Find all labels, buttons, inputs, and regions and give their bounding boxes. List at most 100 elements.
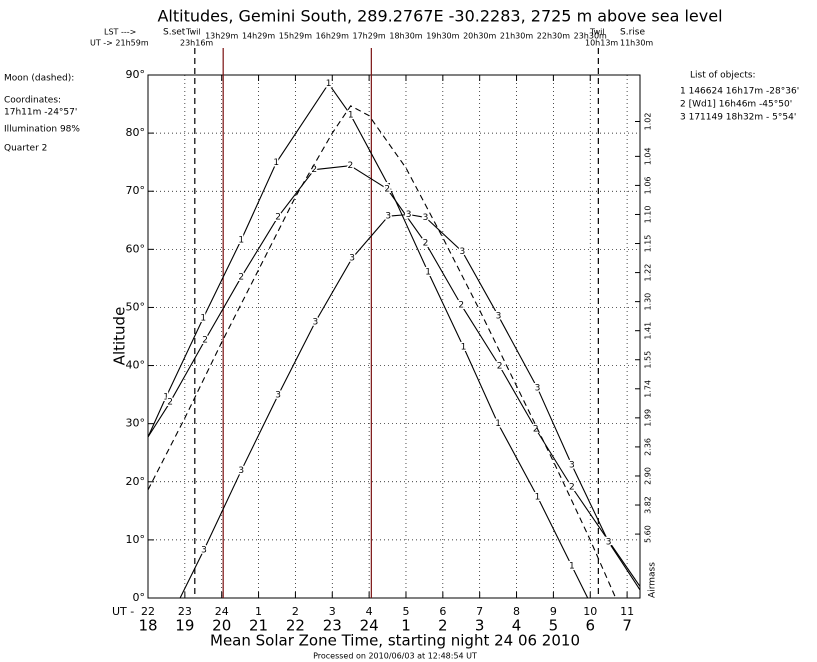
- object-row: 2 [Wd1] 16h46m -45°50': [680, 100, 792, 110]
- y2-tick-label: 1.74: [644, 380, 653, 398]
- y2-tick-label: 2.36: [644, 438, 653, 456]
- x2-tick-label: 3: [475, 617, 485, 635]
- lst-tick-label: 15h29m: [279, 32, 312, 41]
- altitude-curve: [147, 82, 589, 599]
- x-tick-label: 8: [513, 605, 520, 618]
- curve-label: 3: [275, 391, 281, 401]
- curve-label: 3: [238, 466, 244, 476]
- curve-label: 1: [348, 111, 354, 121]
- curve-label: 2: [275, 212, 281, 222]
- x2-tick-label: 19: [175, 617, 194, 635]
- curve-label: 3: [406, 210, 412, 220]
- ut-row-label: UT -: [112, 605, 134, 618]
- curve-label: 3: [201, 545, 207, 555]
- altitude-curve: [147, 165, 641, 587]
- lst-tick-label: 14h29m: [242, 32, 275, 41]
- curve-label: 3: [535, 384, 541, 394]
- x-tick-label: 7: [476, 605, 483, 618]
- curve-label: 1: [273, 158, 279, 168]
- y-tick-label: 40°: [126, 359, 146, 372]
- y-tick-label: 20°: [126, 475, 146, 488]
- curve-label: 1: [200, 313, 206, 323]
- x2-tick-label: 24: [360, 617, 379, 635]
- curve-label: 3: [423, 213, 429, 223]
- lst-label: LST --->: [104, 28, 136, 37]
- x2-tick-label: 7: [622, 617, 632, 635]
- curve-label: 3: [496, 312, 502, 322]
- y2-tick-label: 2.90: [644, 467, 653, 485]
- y-tick-label: 10°: [126, 533, 146, 546]
- x-tick-label: 4: [366, 605, 373, 618]
- x-tick-label: 22: [141, 605, 155, 618]
- curve-label: 2: [384, 184, 390, 194]
- y2-tick-label: 1.10: [644, 206, 653, 224]
- x2-tick-label: 5: [549, 617, 559, 635]
- y-tick-label: 30°: [126, 417, 146, 430]
- curve-label: 2: [238, 273, 244, 283]
- altitude-curve: [179, 213, 641, 599]
- curve-label: 3: [312, 317, 318, 327]
- lst-tick-label: 20h30m: [463, 32, 496, 41]
- curve-label: 2: [311, 165, 317, 175]
- x-tick-label: 6: [439, 605, 446, 618]
- x-tick-label: 2: [292, 605, 299, 618]
- lst-tick-label: 22h30m: [537, 32, 570, 41]
- curve-label: 1: [461, 342, 467, 352]
- x-tick-label: 24: [215, 605, 229, 618]
- moon-coordinates-label: Coordinates:: [4, 96, 61, 106]
- x-tick-label: 11: [620, 605, 634, 618]
- object-row: 1 146624 16h17m -28°36': [680, 87, 799, 97]
- x2-tick-label: 23: [323, 617, 342, 635]
- x-tick-label: 1: [255, 605, 262, 618]
- curve-label: 3: [349, 254, 355, 264]
- x2-tick-label: 22: [286, 617, 305, 635]
- chart-title: Altitudes, Gemini South, 289.2767E -30.2…: [157, 7, 722, 26]
- curve-label: 1: [238, 236, 244, 246]
- curve-label: 2: [423, 238, 429, 248]
- curve-label: 2: [202, 335, 208, 345]
- moon-heading: Moon (dashed):: [4, 74, 74, 84]
- y2-tick-label: 1.30: [644, 293, 653, 311]
- y2-tick-label: 3.82: [644, 496, 653, 514]
- twilight-morning-time: 10h13m: [585, 39, 618, 48]
- y2-tick-label: 1.22: [644, 264, 653, 282]
- x-axis-label: Mean Solar Zone Time, starting night 24 …: [210, 632, 580, 650]
- y-tick-label: 70°: [126, 184, 146, 197]
- y2-tick-label: 1.55: [644, 351, 653, 369]
- curve-label: 2: [533, 424, 539, 434]
- x2-tick-label: 4: [512, 617, 522, 635]
- footer: Processed on 2010/06/03 at 12:48:54 UT: [313, 652, 477, 661]
- y2-tick-label: 1.02: [644, 113, 653, 131]
- curve-label: 1: [495, 419, 501, 429]
- lst-tick-label: 17h29m: [353, 32, 386, 41]
- lst-tick-label: 23h30m: [574, 32, 607, 41]
- lst-tick-label: 16h29m: [316, 32, 349, 41]
- curve-label: 2: [167, 398, 173, 408]
- moon-coordinates: 17h11m -24°57': [4, 108, 77, 118]
- lst-tick-label: 19h30m: [426, 32, 459, 41]
- objects-heading: List of objects:: [690, 71, 756, 81]
- y2-tick-label: 1.41: [644, 322, 653, 340]
- curve-label: 1: [387, 183, 393, 193]
- y-tick-label: 80°: [126, 126, 146, 139]
- twilight-evening-time: 23h16m: [180, 39, 213, 48]
- moon-quarter: Quarter 2: [4, 144, 47, 154]
- x-tick-label: 23: [178, 605, 192, 618]
- moon-illumination: Illumination 98%: [4, 125, 80, 135]
- y2-tick-label: 1.04: [644, 147, 653, 165]
- sunset-label: S.set: [163, 28, 186, 38]
- object-row: 3 171149 18h32m - 5°54': [680, 113, 796, 123]
- curve-label: 1: [163, 392, 169, 402]
- curve-label: 2: [569, 483, 575, 493]
- x2-tick-label: 21: [249, 617, 268, 635]
- lst-tick-label: 21h30m: [500, 32, 533, 41]
- curve-label: 3: [606, 538, 612, 548]
- y2-tick-label: 5.60: [644, 525, 653, 543]
- x2-tick-label: 20: [212, 617, 231, 635]
- sunrise-label: S.rise: [620, 28, 645, 38]
- x-tick-label: 10: [583, 605, 597, 618]
- curve-label: 3: [459, 247, 465, 257]
- sunrise-time: 11h30m: [620, 39, 653, 48]
